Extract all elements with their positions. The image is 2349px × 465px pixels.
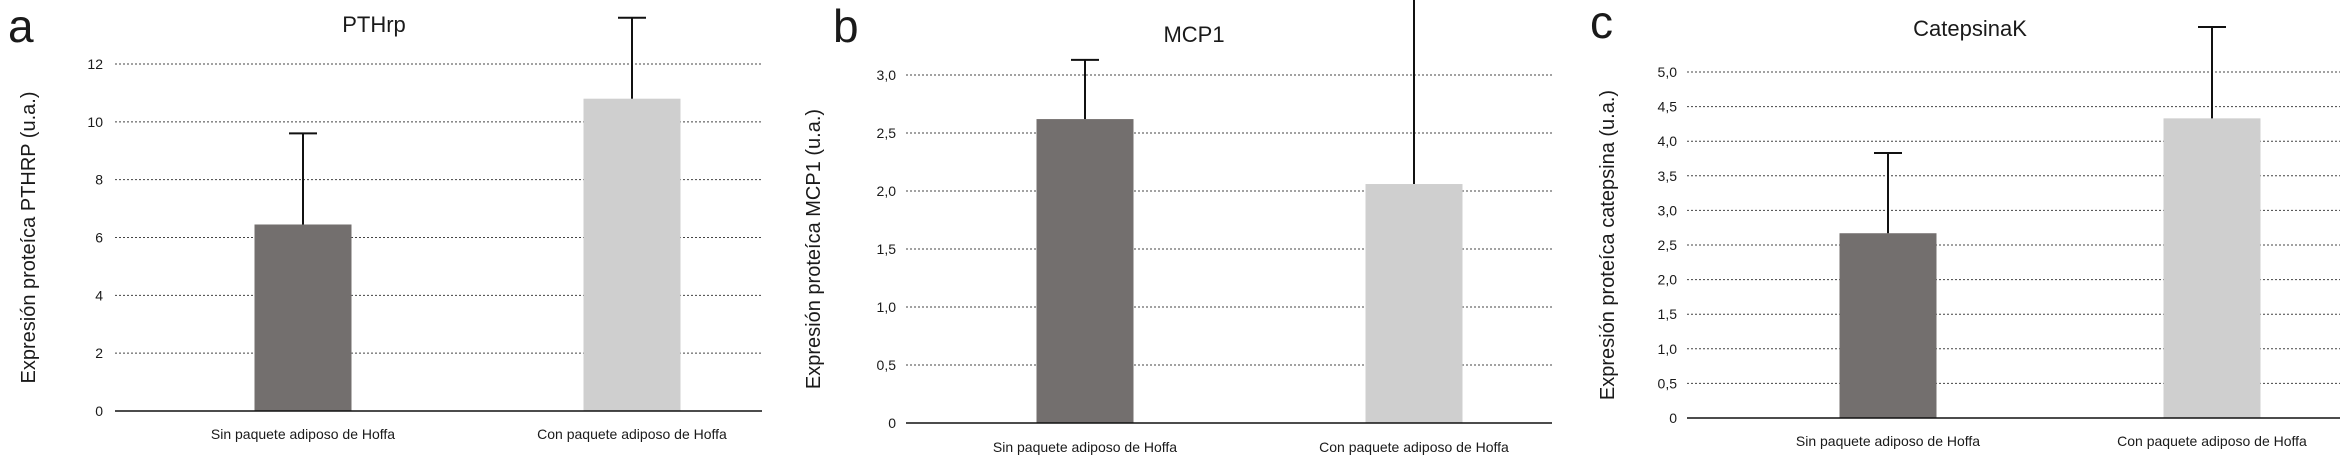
y-tick-label: 4 — [95, 287, 103, 303]
chart-title: MCP1 — [1163, 22, 1224, 47]
x-category-label: Sin paquete adiposo de Hoffa — [1796, 433, 1980, 449]
x-category-label: Sin paquete adiposo de Hoffa — [211, 426, 395, 442]
y-tick-label: 2 — [95, 345, 103, 361]
y-tick-label: 0,5 — [877, 357, 897, 373]
y-tick-label: 3,5 — [1658, 168, 1678, 184]
bar — [254, 224, 352, 411]
bar — [2163, 118, 2261, 418]
chart-title: CatepsinaK — [1913, 16, 2027, 41]
y-tick-label: 6 — [95, 230, 103, 246]
chart-panel-c: c CatepsinaK 0 0,5 1,0 1,5 2,0 2,5 3,0 3,5 4,0 4,5 5… — [1590, 0, 2340, 449]
panel-letter: b — [833, 0, 859, 52]
y-tick-label: 8 — [95, 172, 103, 188]
chart-panel-a: a PTHrp 0 2 4 6 8 10 12 Expresión proteíca PTHRP … — [8, 0, 762, 442]
y-tick-label: 10 — [87, 114, 103, 130]
y-tick-label: 12 — [87, 56, 103, 72]
y-tick-label: 3,0 — [877, 67, 897, 83]
y-axis-label: Expresión proteíca MCP1 (u.a.) — [803, 109, 825, 389]
y-tick-label: 2,5 — [877, 125, 897, 141]
y-axis-label: Expresión proteíca catepsina (u.a.) — [1597, 90, 1619, 400]
y-tick-label: 2,5 — [1658, 237, 1678, 253]
chart-panel-b: b MCP1 0 0,5 1,0 1,5 2,0 2,5 3,0 Expresión proteí… — [803, 0, 1552, 455]
y-axis-label: Expresión proteíca PTHRP (u.a.) — [18, 92, 40, 384]
y-tick-label: 1,5 — [1658, 306, 1678, 322]
x-category-label: Con paquete adiposo de Hoffa — [1319, 439, 1509, 455]
y-tick-label: 4,5 — [1658, 99, 1678, 115]
chart-title: PTHrp — [342, 12, 406, 37]
y-tick-label: 2,0 — [1658, 272, 1678, 288]
y-tick-label: 1,5 — [877, 241, 897, 257]
bar — [583, 98, 681, 411]
y-tick-label: 0 — [1669, 410, 1677, 426]
panel-letter: a — [8, 0, 34, 52]
y-tick-label: 5,0 — [1658, 64, 1678, 80]
x-category-label: Con paquete adiposo de Hoffa — [2117, 433, 2307, 449]
y-tick-label: 2,0 — [877, 183, 897, 199]
y-tick-label: 1,0 — [1658, 341, 1678, 357]
bar — [1839, 233, 1937, 418]
y-tick-label: 0,5 — [1658, 375, 1678, 391]
bar — [1365, 184, 1463, 423]
y-tick-label: 4,0 — [1658, 133, 1678, 149]
bar — [1036, 119, 1134, 423]
y-tick-label: 0 — [888, 415, 896, 431]
panel-letter: c — [1590, 0, 1613, 48]
y-tick-label: 3,0 — [1658, 202, 1678, 218]
x-category-label: Sin paquete adiposo de Hoffa — [993, 439, 1177, 455]
y-tick-label: 0 — [95, 403, 103, 419]
y-tick-label: 1,0 — [877, 299, 897, 315]
x-category-label: Con paquete adiposo de Hoffa — [537, 426, 727, 442]
